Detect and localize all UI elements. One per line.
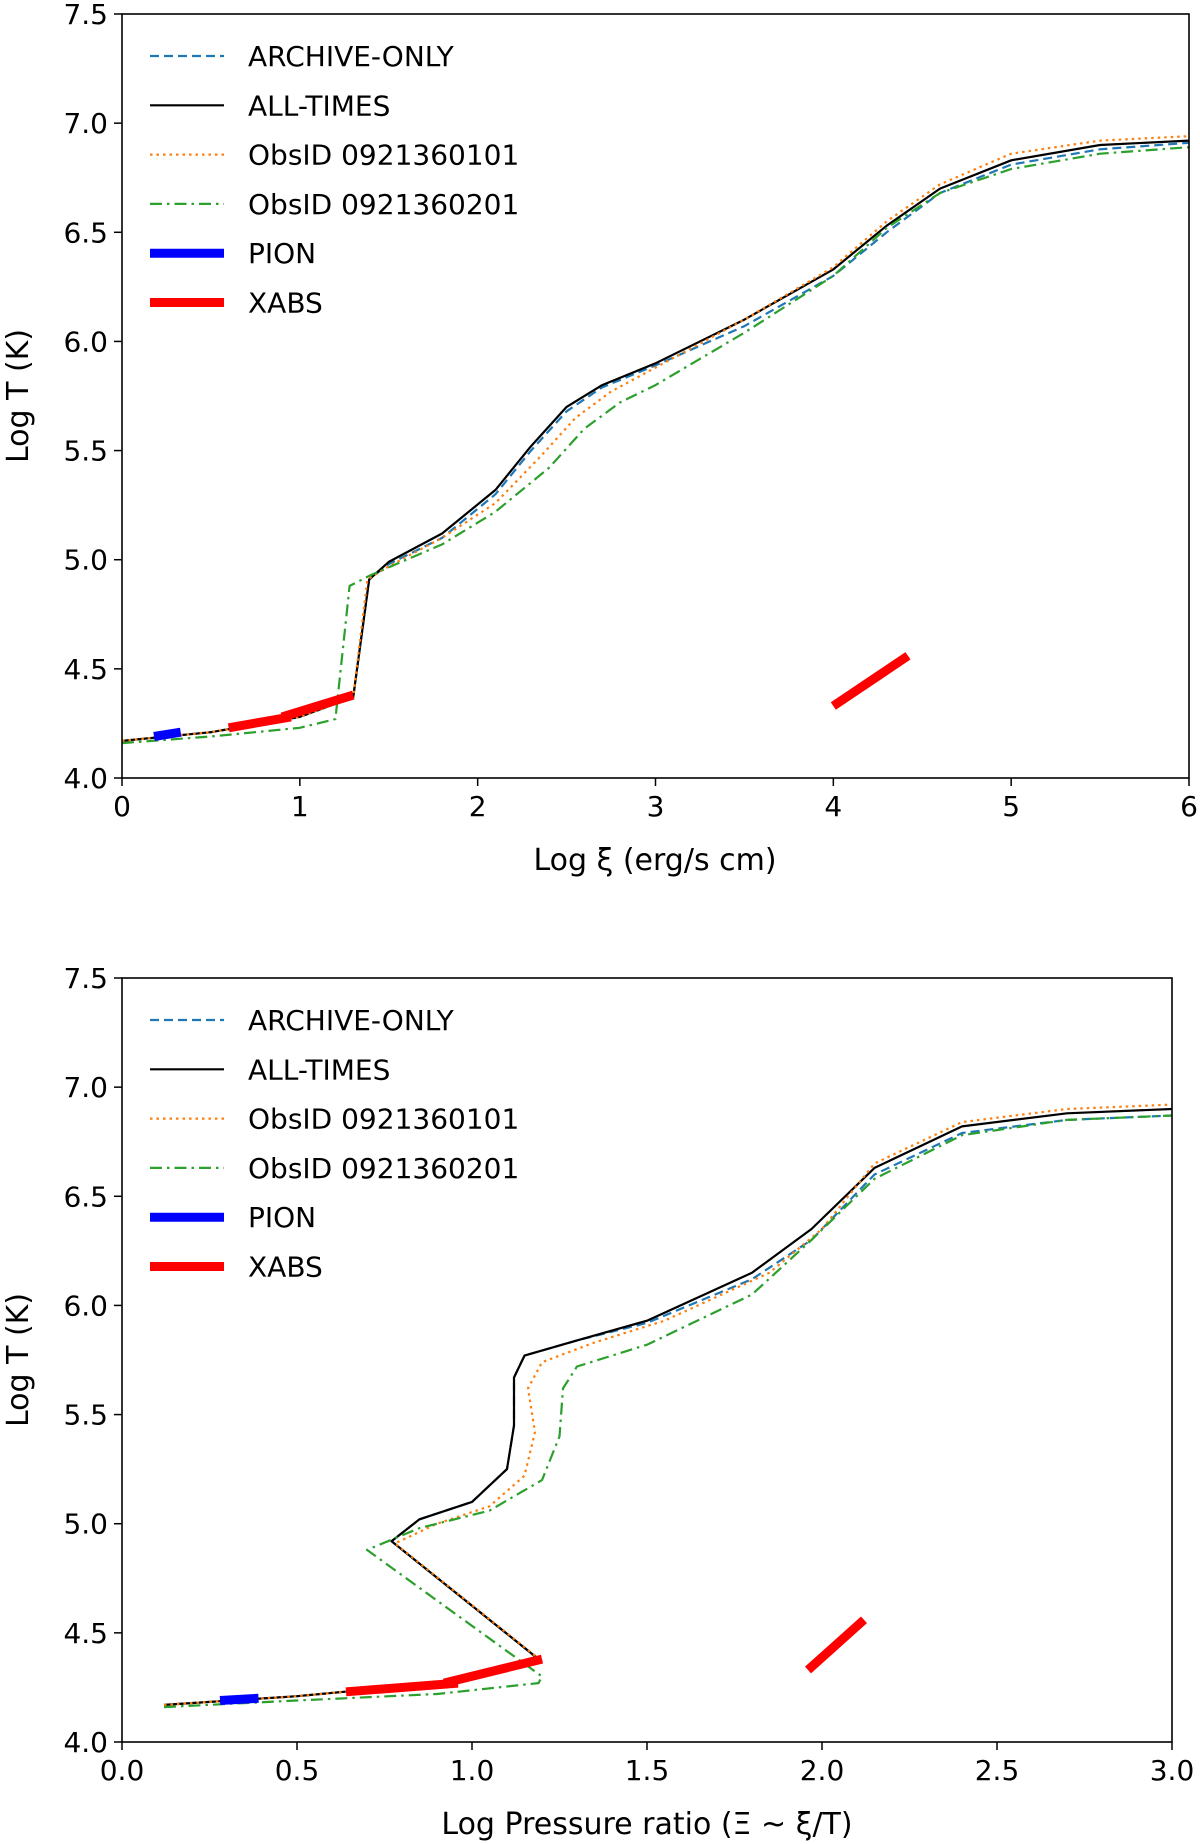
bottom-series-group	[163, 1103, 1172, 1709]
bottom-x-tick-label: 2.5	[975, 1754, 1020, 1787]
bottom-x-tick-label: 0.0	[100, 1754, 145, 1787]
top-series-group	[122, 135, 1189, 745]
top-legend-label-archive-only: ARCHIVE-ONLY	[248, 40, 455, 73]
bottom-x-tick-label: 1.5	[625, 1754, 670, 1787]
bottom-series-xabs-segment	[442, 1654, 544, 1688]
bottom-series-pion-segment	[219, 1693, 259, 1705]
top-x-tick-label: 2	[469, 790, 487, 823]
bottom-y-tick-label: 6.0	[63, 1289, 108, 1322]
top-series-xabs-segment	[280, 690, 355, 722]
bottom-y-tick-label: 5.5	[63, 1399, 108, 1432]
top-legend-label-all-times: ALL-TIMES	[248, 89, 390, 122]
bottom-x-axis-label: Log Pressure ratio (Ξ ~ ξ/T)	[441, 1807, 852, 1842]
top-x-tick-label: 6	[1180, 790, 1198, 823]
top-axis-ticks: 0 1 2 3 4 5 6 4.0 4.5 5.0 5.5 6.0 6.5 7.0 7.5	[63, 0, 1197, 823]
top-series-xabs-segment	[227, 712, 292, 733]
bottom-legend-label-obsid-0921360101: ObsID 0921360101	[248, 1103, 519, 1136]
top-series-all-times-line	[122, 139, 1189, 742]
top-x-axis-label: Log ξ (erg/s cm)	[533, 843, 776, 878]
top-series-xabs-segment	[830, 652, 911, 710]
top-y-tick-label: 6.5	[63, 216, 108, 249]
top-x-tick-label: 3	[647, 790, 665, 823]
bottom-y-axis-label: Log T (K)	[1, 1293, 36, 1427]
top-legend-label-xabs: XABS	[248, 287, 323, 320]
top-y-tick-label: 6.0	[63, 325, 108, 358]
top-legend-label-obsid-0921360101: ObsID 0921360101	[248, 139, 519, 172]
bottom-x-tick-label: 2.0	[800, 1754, 845, 1787]
bottom-panel: 0.0 0.5 1.0 1.5 2.0 2.5 3.0 4.0 4.5 5.0 5.5 6.0 6.5 7…	[1, 962, 1194, 1842]
bottom-legend-label-archive-only: ARCHIVE-ONLY	[248, 1004, 455, 1037]
top-y-tick-label: 7.5	[63, 0, 108, 31]
bottom-axis-ticks: 0.0 0.5 1.0 1.5 2.0 2.5 3.0 4.0 4.5 5.0 5.5 6.0 6.5 7…	[63, 962, 1194, 1787]
top-legend-label-obsid-0921360201: ObsID 0921360201	[248, 188, 519, 221]
top-y-tick-label: 4.5	[63, 653, 108, 686]
top-y-tick-label: 7.0	[63, 107, 108, 140]
top-series-archive-only-line	[122, 141, 1189, 742]
top-plot-frame	[121, 13, 1190, 779]
top-y-tick-label: 5.5	[63, 435, 108, 468]
bottom-y-tick-label: 4.0	[63, 1726, 108, 1759]
bottom-y-tick-label: 7.5	[63, 962, 108, 995]
bottom-plot-frame	[121, 977, 1173, 1743]
bottom-y-tick-label: 4.5	[63, 1617, 108, 1650]
bottom-legend: ARCHIVE-ONLY ALL-TIMES ObsID 0921360101 Obs…	[150, 1004, 519, 1284]
top-series-pion-segment	[153, 727, 182, 741]
bottom-y-tick-label: 7.0	[63, 1071, 108, 1104]
top-legend-label-pion: PION	[248, 237, 316, 270]
bottom-x-tick-label: 0.5	[275, 1754, 320, 1787]
top-panel: 0 1 2 3 4 5 6 4.0 4.5 5.0 5.5 6.0 6.5 7.0 7.5 Log ξ (e…	[1, 0, 1198, 878]
bottom-legend-label-pion: PION	[248, 1201, 316, 1234]
top-y-tick-label: 5.0	[63, 544, 108, 577]
top-series-obsid-0921360101-line	[122, 135, 1189, 742]
bottom-y-tick-label: 6.5	[63, 1180, 108, 1213]
bottom-series-obsid-0921360101-line	[163, 1103, 1172, 1706]
bottom-series-xabs-segment	[804, 1616, 868, 1674]
top-x-tick-label: 1	[291, 790, 309, 823]
top-x-tick-label: 4	[824, 790, 842, 823]
top-series-obsid-0921360201-line	[122, 146, 1189, 745]
bottom-series-xabs-segment	[345, 1678, 459, 1697]
bottom-x-tick-label: 3.0	[1150, 1754, 1195, 1787]
top-y-tick-label: 4.0	[63, 762, 108, 795]
bottom-legend-label-obsid-0921360201: ObsID 0921360201	[248, 1152, 519, 1185]
top-x-tick-label: 0	[113, 790, 131, 823]
bottom-x-tick-label: 1.0	[450, 1754, 495, 1787]
top-y-axis-label: Log T (K)	[1, 329, 36, 463]
top-legend: ARCHIVE-ONLY ALL-TIMES ObsID 0921360101 Obs…	[150, 40, 519, 320]
bottom-series-obsid-0921360201-line	[163, 1114, 1172, 1709]
bottom-legend-label-xabs: XABS	[248, 1251, 323, 1284]
bottom-y-tick-label: 5.0	[63, 1508, 108, 1541]
bottom-series-all-times-line	[163, 1107, 1172, 1706]
bottom-legend-label-all-times: ALL-TIMES	[248, 1053, 390, 1086]
top-x-tick-label: 5	[1002, 790, 1020, 823]
